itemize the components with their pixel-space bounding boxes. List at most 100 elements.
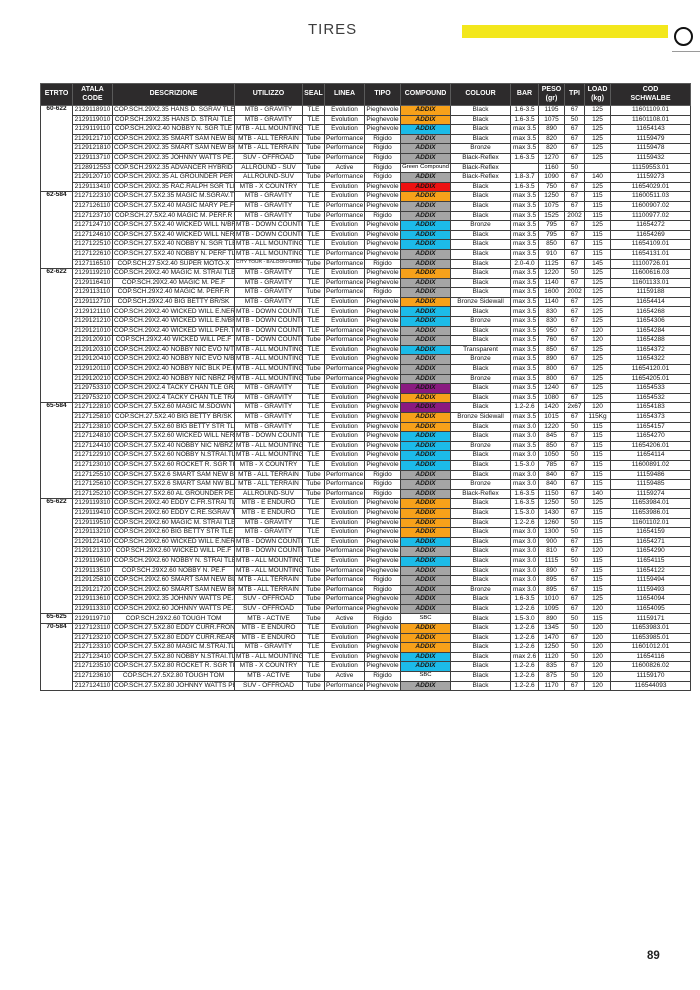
seal-cell: Tube [302,143,325,154]
table-row: 2127123410 COP.SCH.27.5X2.80 NOBBY N.STRA… [41,651,691,663]
cod-cell: 11159171 [610,613,691,625]
description-cell: COP.SCH.29X2.40 NOBBY NIC BLK PE.F [112,364,235,375]
colour-cell: Black [450,575,511,586]
description-cell: COP.SCH.29X2.40 WICKED WILL PE.F [112,335,235,346]
peso-cell: 840 [538,479,565,490]
peso-cell: 1250 [538,191,565,202]
seal-cell: TLE [302,536,325,548]
utilizzo-cell: MTB - DOWN COUNTRY [234,536,303,548]
seal-cell: Tube [302,258,325,270]
compound-cell: ADDIX [400,152,451,164]
seal-cell: Tube [302,488,325,500]
colour-cell: Black [450,613,511,625]
colour-cell: Black-Reflex [450,488,511,500]
peso-cell: 1260 [538,517,565,529]
utilizzo-cell: MTB - GRAVITY [234,191,303,202]
etrto-cell: 62-622 [40,268,73,404]
colour-cell: Black [450,680,511,692]
peso-cell: 875 [538,671,565,682]
colour-cell: Black [450,565,511,577]
load-cell: 125 [584,296,611,308]
utilizzo-cell: MTB - DOWN COUNTRY [234,306,303,318]
tpi-cell: 67 [564,594,585,605]
cod-cell: 11653983.01 [610,623,691,634]
table-row: 60-622 2129118910 COP.SCH.29X2.35 HANS D. … [40,104,691,193]
bar-cell: max 3.5 [510,124,539,135]
load-cell: 120 [584,335,611,346]
seal-cell: TLE [302,239,325,250]
load-cell: 115 [584,527,611,538]
atala-code-cell: 2129119510 [72,517,113,529]
peso-cell: 1090 [538,172,565,183]
cod-cell: 11654372 [610,344,691,356]
etrto-cell: 65-622 [40,498,73,615]
bar-cell: max 3.0 [510,584,539,596]
linea-cell: Evolution [324,306,365,318]
table-row: 2127123510 COP.SCH.27.5X2.80 ROCKET R. SG… [41,661,691,673]
linea-cell: Evolution [324,632,365,644]
bar-cell: 1.2-2.6 [510,402,539,413]
tipo-cell: Pieghevole [364,229,401,241]
tpi-cell: 50 [564,671,585,682]
bar-cell: max 3.5 [510,296,539,308]
atala-code-cell: 2129121310 [72,546,113,557]
atala-code-cell: 2129125810 [72,575,113,586]
linea-cell: Evolution [324,555,365,567]
bar-cell: max 3.5 [510,143,539,154]
table-row: 2129119410 COP.SCH.29X2.60 EDDY C.RE.SGRA… [41,507,691,519]
tpi-cell: 2x67 [564,402,585,413]
linea-cell: Evolution [324,450,365,461]
bar-cell: 2.0-4.0 [510,258,539,270]
peso-cell: 1015 [538,412,565,423]
seal-cell: TLE [302,392,325,404]
tipo-cell: Rigido [364,152,401,164]
peso-cell: 1160 [538,162,565,174]
load-cell: 125 [584,133,611,145]
atala-code-cell: 2127122510 [72,239,113,250]
bar-cell: max 3.5 [510,133,539,145]
seal-cell: Tube [302,479,325,490]
tipo-cell: Rigido [364,287,401,298]
tipo-cell: Pieghevole [364,181,401,193]
linea-cell: Performance [324,287,365,298]
corner-line [672,51,700,52]
linea-cell: Evolution [324,268,365,279]
compound-cell: ADDIX [400,421,451,433]
colour-cell: Black [450,181,511,193]
colour-cell: Bronze Sidewall [450,296,511,308]
utilizzo-cell: MTB - DOWN COUNTRY [234,546,303,557]
utilizzo-cell: MTB - GRAVITY [234,642,303,653]
colour-cell: Black [450,517,511,529]
seal-cell: TLE [302,248,325,260]
colour-cell: Black [450,431,511,442]
load-cell: 125 [584,498,611,509]
tipo-cell: Pieghevole [364,114,401,126]
load-cell: 120 [584,651,611,663]
description-cell: COP.SCH.29X2.35 ADVANCER HYBRID [112,162,235,174]
bar-cell: 1.2-2.6 [510,632,539,644]
table-header: ETRTO ATALA CODE DESCRIZIONE UTILIZZO SEAL LI… [40,83,691,106]
cod-cell: 11653985.01 [610,632,691,644]
peso-cell: 1095 [538,603,565,615]
description-cell: COP.SCH.27.5X2.80 MAGIC M.STRAI.TLE [112,642,235,653]
tpi-cell: 67 [564,488,585,500]
tipo-cell: Pieghevole [364,200,401,212]
seal-cell: TLE [302,623,325,634]
colour-cell: Black [450,287,511,298]
utilizzo-cell: MTB - ALL TERRAIN [234,143,303,154]
compound-cell: ADDIX [400,459,451,471]
table-row: 2129119010 COP.SCH.29X2.35 HANS D. STRAI … [41,114,691,126]
peso-cell: 1010 [538,594,565,605]
cod-cell: 11654373 [610,412,691,423]
column-header: PESO (gr) [538,83,565,106]
colour-cell: Black [450,248,511,260]
peso-cell: 1115 [538,555,565,567]
yellow-highlight-bar [462,25,668,38]
table-row: 2127124810 COP.SCH.27.5X2.60 WICKED WILL … [41,431,691,442]
description-cell: COP.SCH.27.5X2.80 ROCKET R. SGR TLE [112,661,235,673]
bar-cell: max 3.5 [510,239,539,250]
table-row: 62-622 2129119210 COP.SCH.29X2.40 MAGIC M.… [40,268,691,404]
table-row: 2127124110 COP.SCH.27.5X2.80 JOHNNY WATTS… [41,680,691,692]
tipo-cell: Pieghevole [364,335,401,346]
load-cell: 115 [584,431,611,442]
